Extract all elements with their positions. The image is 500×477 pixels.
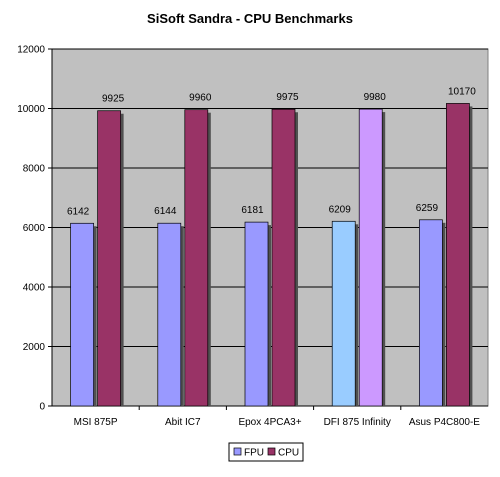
x-tick-label: MSI 875P <box>74 417 118 428</box>
data-label: 6259 <box>416 203 439 214</box>
data-label: 9925 <box>102 94 125 105</box>
bar-fpu <box>157 222 182 407</box>
x-tick-label: Asus P4C800-E <box>409 417 480 428</box>
bar-cpu <box>97 110 121 407</box>
data-label: 6181 <box>241 205 264 216</box>
bar-cpu <box>446 103 470 407</box>
legend: FPU CPU <box>228 442 304 462</box>
bar-fpu <box>331 220 356 407</box>
data-label: 6209 <box>329 204 352 215</box>
data-label: 10170 <box>448 86 476 97</box>
bar-fpu <box>419 219 443 407</box>
plot-area: 0 2000 4000 6000 8000 10000 12000 6142 9925 MSI 8… <box>17 45 489 428</box>
y-tick-label: 0 <box>39 402 45 413</box>
bar-cpu <box>358 108 383 407</box>
y-tick-label: 2000 <box>23 342 46 353</box>
x-tick-label: Abit IC7 <box>165 417 201 428</box>
y-tick-label: 12000 <box>17 45 45 56</box>
data-label: 9980 <box>364 92 387 103</box>
y-tick-label: 8000 <box>23 164 46 175</box>
bar-fpu <box>70 222 94 407</box>
bar-cpu <box>184 109 209 407</box>
x-tick-label: DFI 875 Infinity <box>324 417 391 428</box>
data-label: 9975 <box>276 92 299 103</box>
y-tick-label: 6000 <box>23 223 46 234</box>
data-label: 6142 <box>67 206 90 217</box>
data-label: 6144 <box>154 206 177 217</box>
bar-fpu <box>244 221 269 407</box>
chart-title: SiSoft Sandra - CPU Benchmarks <box>147 11 353 26</box>
y-tick-label: 4000 <box>23 283 46 294</box>
legend-swatch-fpu <box>233 447 242 456</box>
legend-label-fpu: FPU <box>244 448 264 459</box>
legend-swatch-cpu <box>267 447 276 456</box>
x-tick-label: Epox 4PCA3+ <box>238 417 301 428</box>
legend-label-cpu: CPU <box>278 448 299 459</box>
bar-cpu <box>271 108 296 407</box>
legend-box <box>228 442 304 462</box>
y-tick-label: 10000 <box>17 104 45 115</box>
data-label: 9960 <box>189 93 212 104</box>
